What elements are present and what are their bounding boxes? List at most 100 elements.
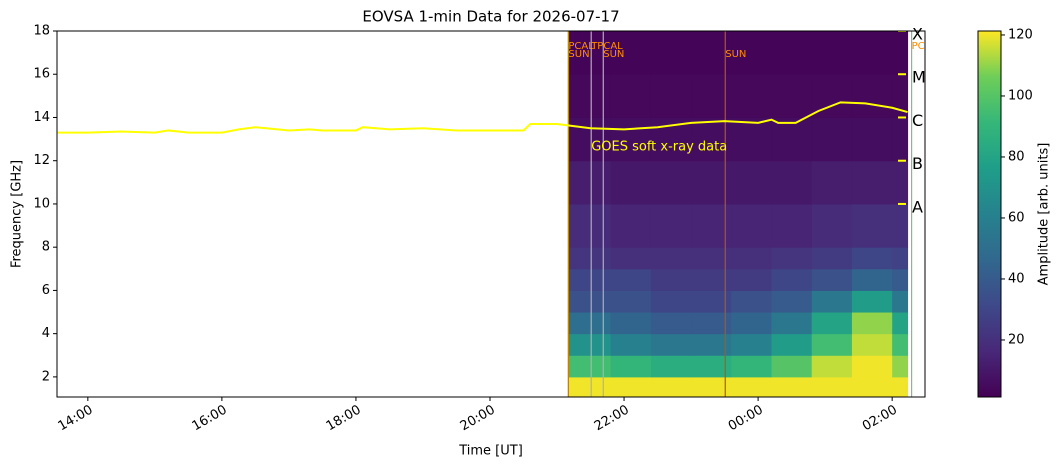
heatmap-cell (731, 31, 773, 75)
colorbar-tick-label: 20 (1008, 332, 1025, 347)
heatmap-cell (610, 312, 652, 335)
heatmap-cell (610, 333, 652, 356)
x-tick-label: 22:00 (592, 403, 632, 435)
heatmap-cell (610, 290, 652, 313)
heatmap-cell (892, 74, 909, 118)
heatmap-cell (691, 290, 732, 313)
heatmap-cell (771, 376, 813, 397)
heatmap-cell (811, 117, 853, 162)
heatmap-cell (650, 355, 692, 378)
heatmap-cell (568, 355, 612, 378)
heatmap-cell (610, 355, 652, 378)
x-tick-label: 20:00 (458, 403, 498, 435)
heatmap-cell (731, 247, 773, 270)
heatmap-cell (610, 247, 652, 270)
heatmap-cell (568, 247, 612, 270)
heatmap-cell (731, 117, 773, 162)
scan-label: PCAL (568, 41, 594, 52)
heatmap-cell (650, 160, 692, 205)
heatmap-cell (811, 247, 853, 270)
annotation: GOES soft x-ray data (591, 140, 727, 155)
heatmap-cell (851, 312, 893, 335)
chart-title: EOVSA 1-min Data for 2026-07-17 (362, 8, 619, 26)
heatmap-cell (610, 268, 652, 291)
heatmap-cell (771, 355, 813, 378)
heatmap-cell (691, 312, 732, 335)
heatmap-cell (731, 333, 773, 356)
heatmap-cell (610, 117, 652, 162)
heatmap-cell (650, 312, 692, 335)
heatmap-cell (771, 117, 813, 162)
heatmap-cell (731, 312, 773, 335)
y-tick-label: 18 (33, 24, 50, 39)
heatmap-cell (851, 74, 893, 118)
heatmap-cell (892, 117, 909, 162)
heatmap-cell (650, 74, 692, 118)
heatmap-cell (771, 247, 813, 270)
heatmap-cell (568, 160, 612, 205)
heatmap-cell (892, 355, 909, 378)
heatmap-cell (771, 160, 813, 205)
goes-class-label: A (912, 197, 923, 216)
heatmap-cell (691, 376, 732, 397)
colorbar-tick-label: 100 (1008, 88, 1033, 103)
heatmap-cell (851, 31, 893, 75)
x-tick-label: 02:00 (860, 403, 900, 435)
plot-frame (56, 30, 926, 398)
heatmap-cell (610, 31, 652, 75)
heatmap-cell (568, 333, 612, 356)
heatmap-cell (691, 333, 732, 356)
heatmap-cell (811, 355, 853, 378)
heatmap-cell (851, 160, 893, 205)
y-axis-label: Frequency [GHz] (10, 160, 25, 268)
heatmap-cell (771, 290, 813, 313)
heatmap-cell (650, 333, 692, 356)
heatmap-cell (892, 333, 909, 356)
heatmap-cell (568, 290, 612, 313)
heatmap-cell (568, 203, 612, 248)
heatmap-cell (851, 355, 893, 378)
heatmap-cell (610, 203, 652, 248)
heatmap-cell (851, 376, 893, 397)
heatmap-cell (650, 290, 692, 313)
heatmap-cell (731, 376, 773, 397)
colorbar-tick-label: 60 (1008, 210, 1025, 225)
x-tick-label: 16:00 (190, 403, 230, 435)
colorbar (977, 30, 1002, 398)
heatmap-cell (731, 74, 773, 118)
heatmap-cell (610, 376, 652, 397)
scan-label: SUN (568, 49, 589, 60)
y-tick-label: 14 (33, 110, 50, 125)
heatmap-cell (691, 355, 732, 378)
heatmap-cell (851, 247, 893, 270)
heatmap-cell (892, 31, 909, 75)
heatmap-cell (851, 333, 893, 356)
heatmap-cell (731, 203, 773, 248)
y-tick-label: 10 (33, 196, 50, 211)
goes-class-label: M (912, 68, 926, 87)
heatmap-cell (851, 268, 893, 291)
scan-label: TPCAL (590, 41, 623, 52)
heatmap-cell (771, 268, 813, 291)
y-tick-label: 8 (42, 240, 50, 255)
heatmap-cell (811, 31, 853, 75)
colorbar-label: Amplitude [arb. units] (1037, 143, 1052, 286)
heatmap-cell (851, 203, 893, 248)
heatmap-cell (811, 333, 853, 356)
heatmap-cell (811, 160, 853, 205)
heatmap-cell (650, 31, 692, 75)
goes-class-label: C (912, 111, 923, 130)
x-tick-label: 18:00 (324, 403, 364, 435)
heatmap-cell (892, 290, 909, 313)
heatmap-cell (650, 268, 692, 291)
heatmap-cell (610, 160, 652, 205)
y-tick-label: 2 (42, 369, 50, 384)
heatmap-cell (691, 268, 732, 291)
heatmap-cell (650, 376, 692, 397)
heatmap-cell (771, 333, 813, 356)
heatmap-cell (568, 376, 612, 397)
y-tick-label: 16 (33, 67, 50, 82)
x-tick-label: 00:00 (726, 403, 766, 435)
